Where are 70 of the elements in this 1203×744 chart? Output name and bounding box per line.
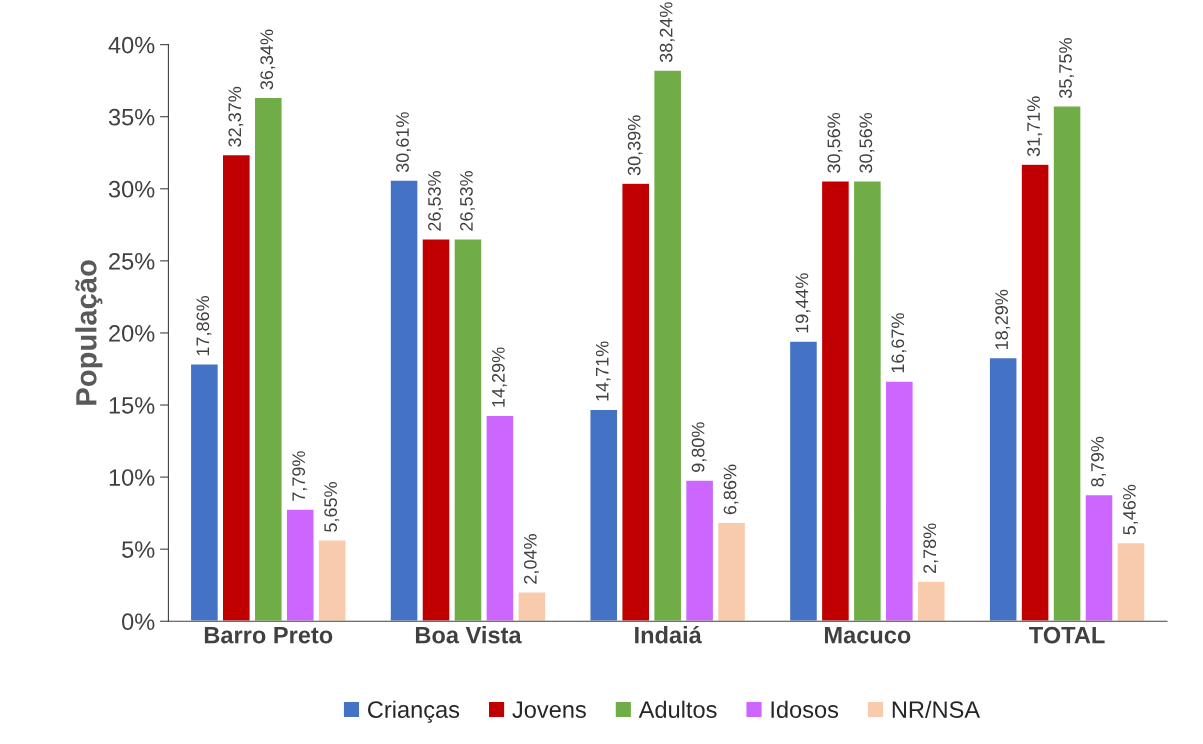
data-label: 14,29% xyxy=(491,347,507,407)
y-axis-title: População xyxy=(75,260,103,405)
bar xyxy=(884,380,914,622)
bar xyxy=(317,539,347,622)
data-label: 17,86% xyxy=(196,295,212,356)
legend-label: Crianças xyxy=(368,700,460,723)
data-label: 16,67% xyxy=(891,313,907,373)
data-label: 14,71% xyxy=(595,341,611,401)
y-tick-label: 30% xyxy=(108,180,155,198)
x-tick-label: Barro Preto xyxy=(204,626,333,644)
data-label: 35,75% xyxy=(1059,38,1075,99)
bar xyxy=(421,238,451,622)
x-tick-label: Macuco xyxy=(824,626,911,644)
y-tick-label: 5% xyxy=(122,541,155,558)
data-label: 2,78% xyxy=(923,523,939,574)
bar xyxy=(1052,105,1082,622)
y-tick-label: 25% xyxy=(109,252,155,270)
bar xyxy=(253,96,283,622)
data-label: 26,53% xyxy=(460,171,475,231)
data-label: 5,65% xyxy=(324,482,340,532)
legend-label: Adultos xyxy=(638,700,717,718)
data-label: 6,86% xyxy=(723,464,739,515)
y-tick-label: 15% xyxy=(109,397,155,414)
x-tick-label: Indaiá xyxy=(635,625,702,644)
data-label: 8,79% xyxy=(1091,436,1106,487)
x-tick-label: TOTAL xyxy=(1029,626,1105,644)
bar xyxy=(684,479,715,622)
data-label: 19,44% xyxy=(795,273,811,333)
y-tick-label: 35% xyxy=(108,108,155,126)
data-label: 31,71% xyxy=(1027,96,1043,157)
data-label: 9,80% xyxy=(691,422,707,472)
data-label: 5,46% xyxy=(1123,484,1138,535)
data-label: 7,79% xyxy=(292,451,308,501)
y-tick-label: 20% xyxy=(109,325,155,342)
data-label: 26,53% xyxy=(428,171,443,231)
bar xyxy=(517,591,547,622)
data-label: 32,37% xyxy=(228,86,244,147)
data-label: 30,56% xyxy=(859,112,875,173)
data-label: 2,04% xyxy=(523,534,539,584)
bar xyxy=(820,180,851,622)
bar xyxy=(716,521,747,622)
data-label: 36,34% xyxy=(260,29,276,90)
bar xyxy=(589,408,619,622)
bar xyxy=(1084,493,1114,622)
legend-label: Idosos xyxy=(771,700,839,718)
data-label: 30,61% xyxy=(396,112,412,173)
data-label: 30,56% xyxy=(827,112,843,173)
bar xyxy=(221,153,251,622)
bar xyxy=(852,180,883,622)
legend-label: Jovens xyxy=(512,701,586,718)
data-label: 30,39% xyxy=(627,115,643,176)
x-tick-label: Boa Vista xyxy=(415,626,522,644)
bar xyxy=(453,238,483,622)
bar xyxy=(285,508,315,622)
data-label: 38,24% xyxy=(659,2,675,63)
bar xyxy=(652,69,683,622)
bar xyxy=(988,356,1018,622)
bar xyxy=(189,363,220,622)
y-tick-label: 40% xyxy=(108,36,155,54)
bar xyxy=(485,414,515,622)
data-label: 18,29% xyxy=(995,289,1011,350)
bar xyxy=(1020,163,1050,622)
y-tick-label: 0% xyxy=(122,613,155,631)
bar xyxy=(788,340,819,622)
legend-label: NR/NSA xyxy=(892,700,981,718)
bar xyxy=(389,179,419,622)
y-tick-label: 10% xyxy=(109,469,155,486)
bar xyxy=(621,182,651,622)
bar xyxy=(916,580,946,622)
bar xyxy=(1116,541,1146,622)
